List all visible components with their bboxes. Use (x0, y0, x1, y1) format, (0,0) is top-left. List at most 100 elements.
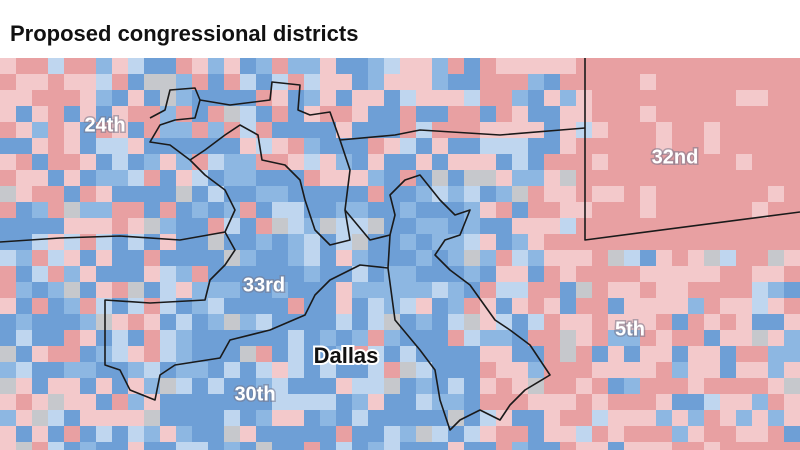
precinct-cell (752, 362, 768, 378)
precinct-cell (464, 234, 480, 250)
precinct-cell (352, 186, 368, 202)
precinct-cell (304, 282, 320, 298)
precinct-cell (96, 90, 112, 106)
precinct-cell (528, 154, 544, 170)
precinct-cell (416, 186, 432, 202)
precinct-cell (80, 410, 96, 426)
precinct-cell (544, 234, 560, 250)
precinct-cell (32, 394, 48, 410)
precinct-cell (640, 378, 656, 394)
precinct-cell (272, 90, 288, 106)
precinct-cell (368, 138, 384, 154)
precinct-cell (512, 298, 528, 314)
precinct-cell (192, 266, 208, 282)
precinct-cell (400, 138, 416, 154)
precinct-cell (144, 282, 160, 298)
precinct-cell (256, 58, 272, 74)
precinct-cell (672, 154, 688, 170)
precinct-cell (640, 362, 656, 378)
precinct-cell (544, 410, 560, 426)
precinct-cell (128, 266, 144, 282)
precinct-cell (416, 394, 432, 410)
precinct-cell (704, 250, 720, 266)
precinct-cell (384, 282, 400, 298)
precinct-cell (640, 250, 656, 266)
precinct-cell (608, 362, 624, 378)
precinct-cell (240, 378, 256, 394)
precinct-cell (256, 298, 272, 314)
precinct-cell (336, 74, 352, 90)
precinct-cell (576, 170, 592, 186)
precinct-cell (480, 346, 496, 362)
precinct-cell (624, 122, 640, 138)
precinct-cell (384, 346, 400, 362)
precinct-cell (736, 122, 752, 138)
precinct-cell (736, 378, 752, 394)
precinct-cell (448, 138, 464, 154)
precinct-cell (352, 314, 368, 330)
precinct-cell (224, 106, 240, 122)
precinct-cell (176, 410, 192, 426)
precinct-cell (48, 58, 64, 74)
precinct-cell (640, 234, 656, 250)
precinct-cell (784, 298, 800, 314)
precinct-cell (592, 74, 608, 90)
precinct-cell (464, 378, 480, 394)
precinct-cell (496, 218, 512, 234)
precinct-cell (176, 234, 192, 250)
precinct-cell (176, 362, 192, 378)
precinct-cell (112, 250, 128, 266)
precinct-cell (48, 122, 64, 138)
precinct-cell (208, 202, 224, 218)
precinct-cell (592, 394, 608, 410)
precinct-cell (80, 442, 96, 450)
precinct-cell (0, 442, 16, 450)
precinct-cell (784, 186, 800, 202)
precinct-cell (624, 250, 640, 266)
precinct-cell (672, 410, 688, 426)
precinct-cell (736, 282, 752, 298)
precinct-cell (512, 442, 528, 450)
precinct-cell (576, 266, 592, 282)
precinct-cell (608, 346, 624, 362)
precinct-cell (512, 394, 528, 410)
precinct-cell (480, 298, 496, 314)
precinct-cell (704, 282, 720, 298)
precinct-cell (240, 218, 256, 234)
precinct-cell (64, 202, 80, 218)
precinct-cell (320, 58, 336, 74)
precinct-cell (272, 186, 288, 202)
precinct-cell (448, 74, 464, 90)
precinct-cell (368, 266, 384, 282)
precinct-cell (688, 74, 704, 90)
precinct-cell (32, 282, 48, 298)
precinct-cell (688, 250, 704, 266)
precinct-cell (176, 218, 192, 234)
precinct-cell (256, 314, 272, 330)
precinct-cell (576, 250, 592, 266)
precinct-cell (416, 74, 432, 90)
precinct-cell (384, 138, 400, 154)
precinct-cell (768, 442, 784, 450)
precinct-cell (704, 234, 720, 250)
precinct-cell (704, 186, 720, 202)
precinct-cell (272, 362, 288, 378)
precinct-cell (416, 378, 432, 394)
precinct-cell (48, 426, 64, 442)
precinct-cell (432, 138, 448, 154)
precinct-cell (32, 298, 48, 314)
precinct-cell (16, 314, 32, 330)
precinct-cell (144, 362, 160, 378)
precinct-cell (160, 410, 176, 426)
precinct-cell (768, 410, 784, 426)
precinct-cell (704, 330, 720, 346)
precinct-cell (656, 250, 672, 266)
precinct-cell (32, 266, 48, 282)
precinct-cell (448, 218, 464, 234)
precinct-cell (736, 90, 752, 106)
precinct-cell (304, 266, 320, 282)
precinct-cell (720, 186, 736, 202)
precinct-cell (736, 346, 752, 362)
precinct-cell (528, 410, 544, 426)
precinct-cell (560, 106, 576, 122)
